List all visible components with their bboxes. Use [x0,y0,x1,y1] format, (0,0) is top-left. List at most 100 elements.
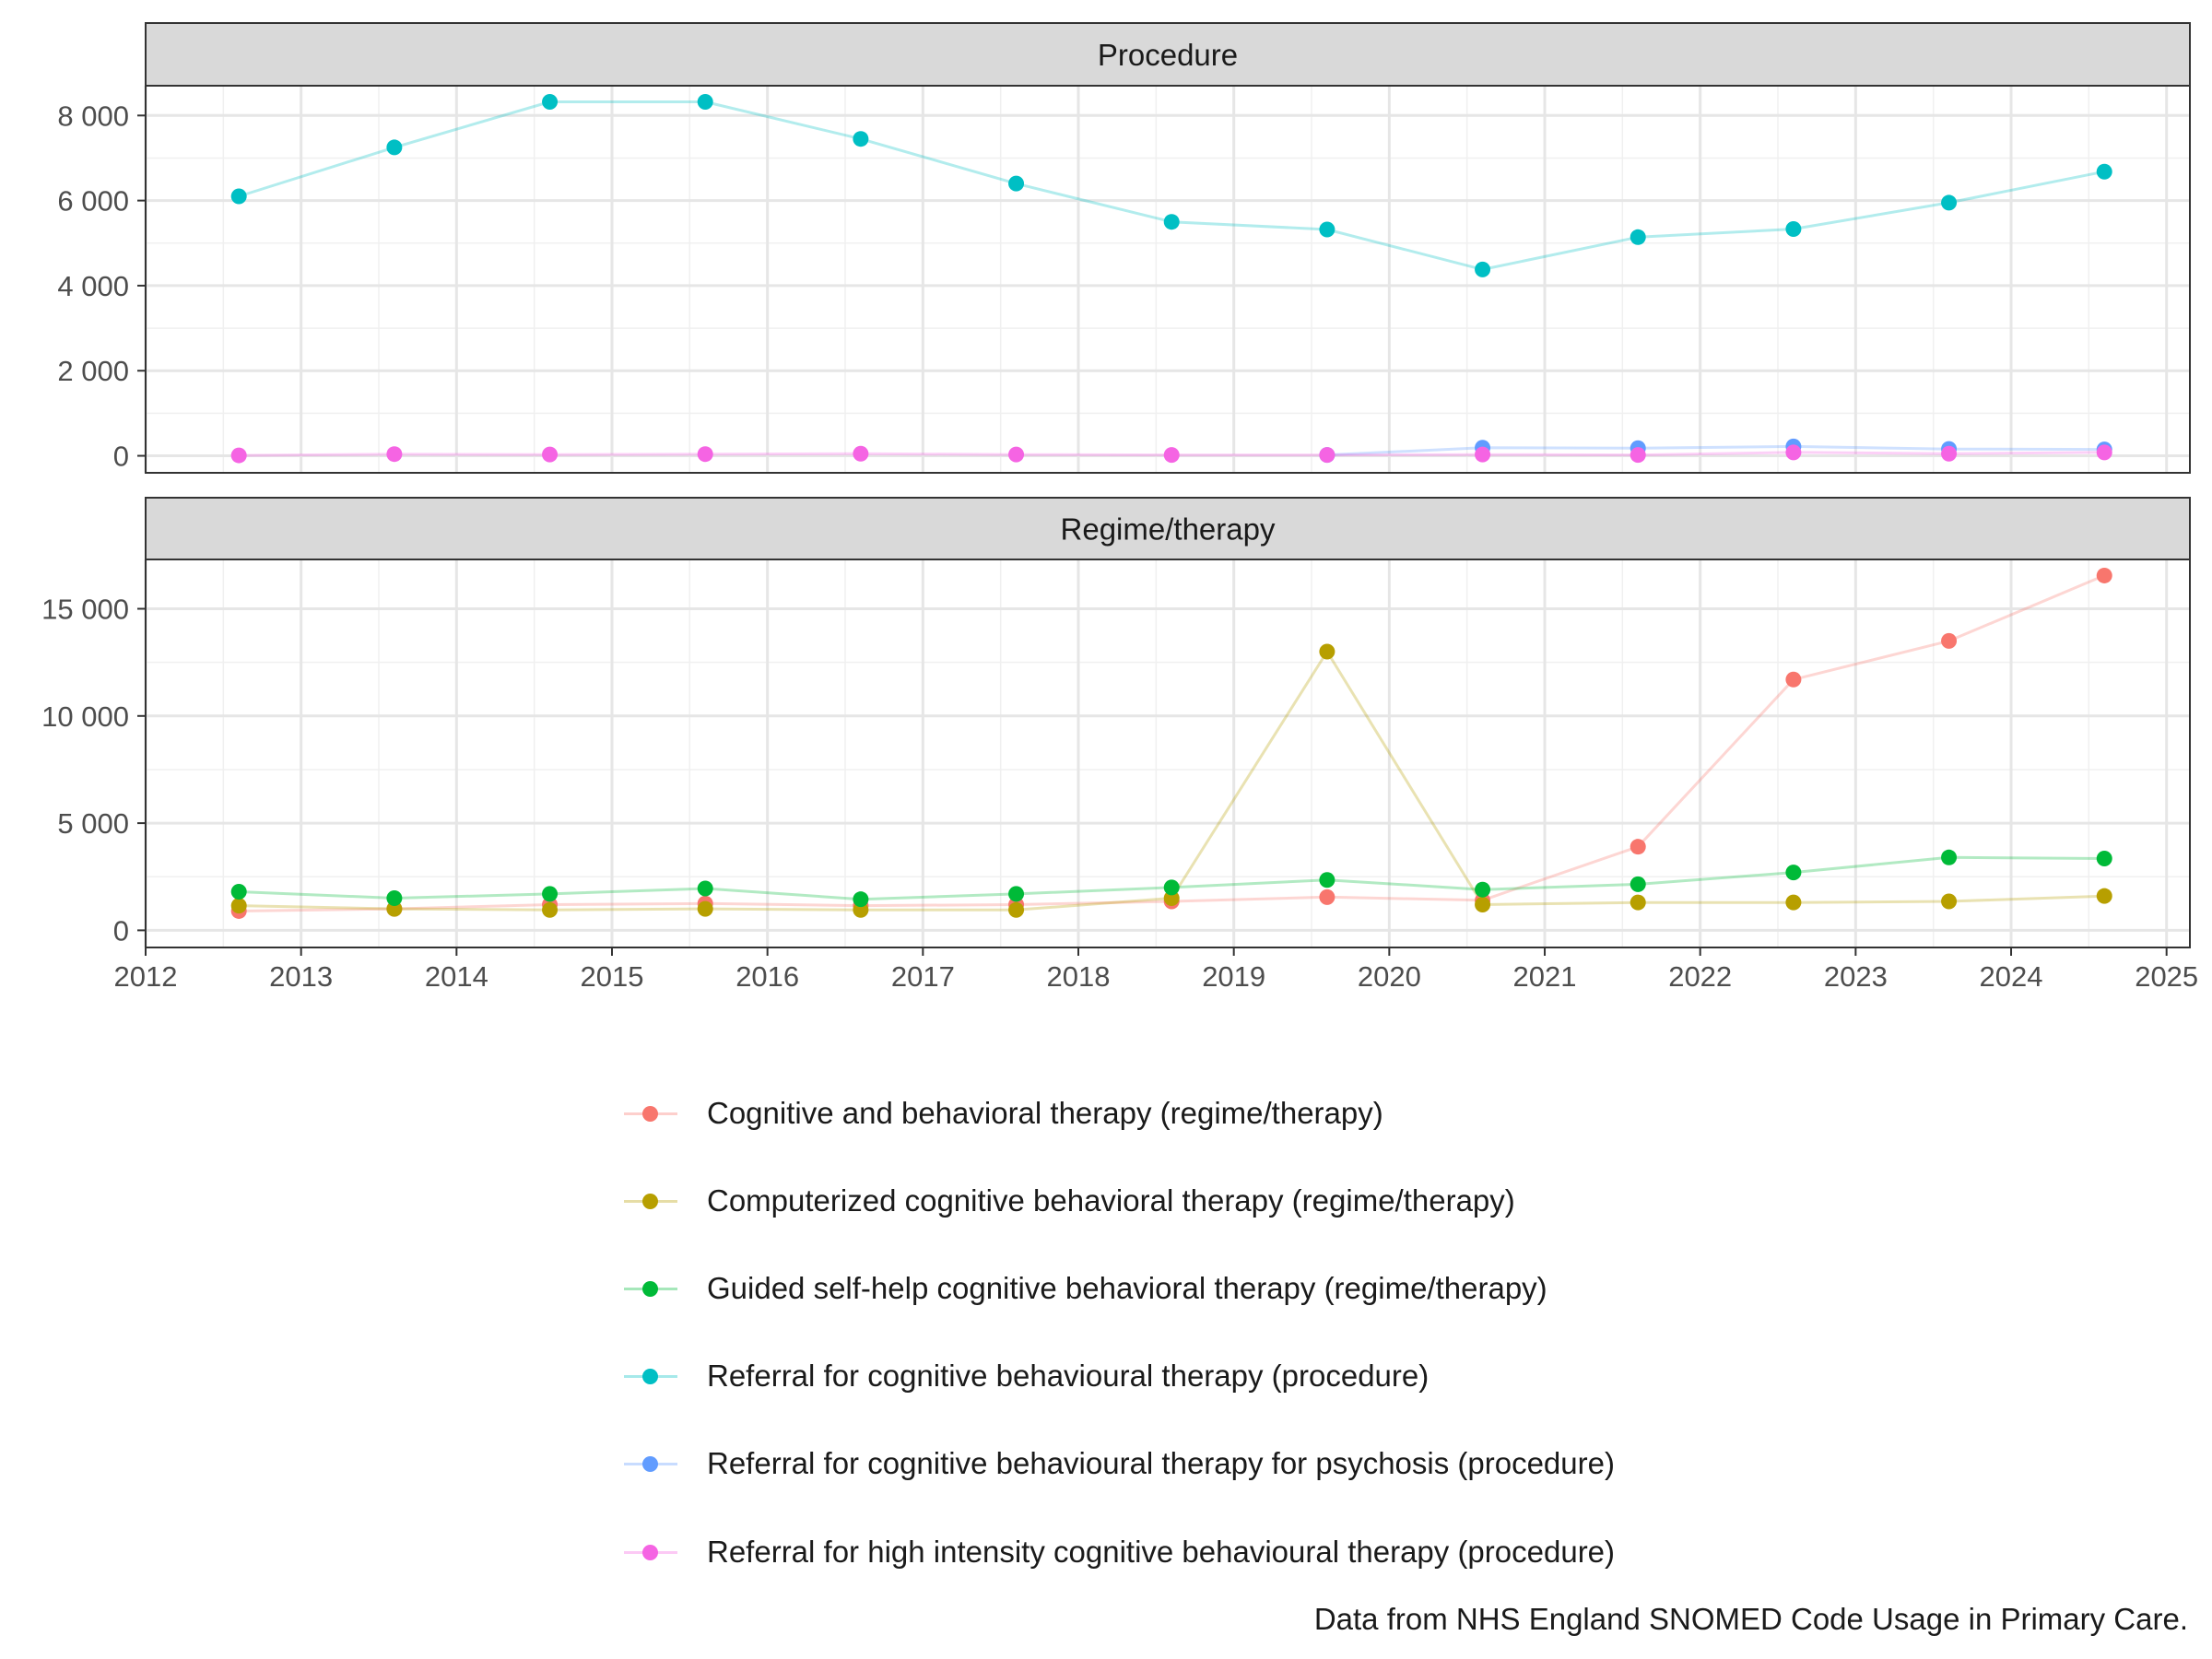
data-point [1163,214,1180,230]
x-tick-label: 2017 [891,960,955,993]
data-point [1008,175,1025,192]
facet-strip-label: Regime/therapy [1061,512,1276,547]
legend-item: Cognitive and behavioral therapy (regime… [622,1069,2005,1157]
legend-key-point [642,1105,658,1122]
data-point [1319,643,1335,660]
legend-label: Computerized cognitive behavioral therap… [707,1182,1515,1218]
x-tick-label: 2022 [1668,960,1732,993]
data-point [386,139,403,156]
data-point [2096,567,2112,583]
data-point [1941,849,1958,865]
data-point [1475,896,1491,912]
data-point [1630,839,1646,855]
series-line [1326,444,2105,457]
data-point [1475,446,1491,463]
data-point [1630,894,1646,911]
data-point [1163,447,1180,464]
chart-canvas: Procedure 0 2 000 4 000 6 000 8 000 Regime/the… [41,22,2198,993]
legend-label: Guided self-help cognitive behavioral th… [707,1270,1547,1305]
data-point [1630,876,1646,892]
data-point [853,131,869,147]
x-tick-label: 2018 [1047,960,1111,993]
legend-item: Computerized cognitive behavioral therap… [622,1157,2005,1244]
legend-key-point [642,1544,658,1560]
data-point [2096,888,2112,904]
facet-panel: Regime/therapy 0 5 000 10 000 15 000 [41,497,2191,948]
data-point [697,446,713,463]
legend-label: Cognitive and behavioral therapy (regime… [707,1095,1383,1130]
data-point [697,900,713,917]
data-point [1163,879,1180,896]
y-tick-label: 2 000 [57,355,129,387]
data-point [386,446,403,463]
facet-strip-label: Procedure [1098,38,1238,72]
facet-strip [145,22,2191,87]
x-tick-label: 2025 [2135,960,2198,993]
data-point [2096,163,2112,180]
data-point [1630,229,1646,245]
legend-key [622,1450,679,1477]
data-point [1785,865,1802,881]
x-tick-label: 2020 [1358,960,1421,993]
data-point [386,900,403,917]
legend-item: Referral for cognitive behavioural thera… [622,1420,2005,1508]
data-point [1785,671,1802,688]
data-point [542,94,559,111]
data-point [1008,901,1025,918]
data-point [230,898,247,914]
y-tick-label: 10 000 [41,700,129,733]
facet-panel: Procedure 0 2 000 4 000 6 000 8 000 [57,22,2191,474]
y-tick-label: 4 000 [57,270,129,302]
x-tick-label: 2013 [269,960,333,993]
data-point [230,188,247,205]
data-point [853,901,869,918]
legend-item: Guided self-help cognitive behavioral th… [622,1244,2005,1332]
data-point [542,886,559,902]
data-point [1475,881,1491,898]
data-point [1008,446,1025,463]
legend-key-point [642,1456,658,1473]
data-point [853,445,869,462]
data-point [230,447,247,464]
y-tick-label: 8 000 [57,100,129,132]
data-point [1475,261,1491,277]
legend-label: Referral for high intensity cognitive be… [707,1534,1616,1569]
data-point [697,94,713,111]
legend-key-point [642,1193,658,1209]
legend-key [622,1187,679,1215]
data-point [386,890,403,907]
y-tick-label: 0 [113,914,129,947]
x-tick-label: 2016 [735,960,799,993]
x-tick-label: 2024 [1980,960,2043,993]
data-point [853,891,869,908]
data-point [1785,894,1802,911]
y-tick-label: 0 [113,441,129,473]
data-point [1941,632,1958,649]
x-tick-label: 2019 [1202,960,1265,993]
data-point [1630,447,1646,464]
data-point [1319,872,1335,888]
legend-key [622,1362,679,1390]
data-point [1319,221,1335,238]
data-point [1008,886,1025,902]
legend: Cognitive and behavioral therapy (regime… [622,1069,2005,1595]
data-point [1785,444,1802,461]
data-point [2096,444,2112,461]
legend-key-point [642,1369,658,1385]
legend-label: Referral for cognitive behavioural thera… [707,1359,1430,1394]
data-point [542,446,559,463]
x-tick-label: 2012 [114,960,178,993]
data-point [1941,445,1958,462]
data-point [1941,893,1958,910]
y-tick-label: 6 000 [57,185,129,218]
x-tick-label: 2015 [581,960,644,993]
data-point [542,901,559,918]
legend-key [622,1100,679,1127]
y-tick-label: 5 000 [57,807,129,840]
data-point [1319,888,1335,905]
legend-item: Referral for cognitive behavioural thera… [622,1333,2005,1420]
legend-item: Referral for high intensity cognitive be… [622,1508,2005,1595]
panel-background [146,86,2190,473]
data-point [1941,194,1958,211]
